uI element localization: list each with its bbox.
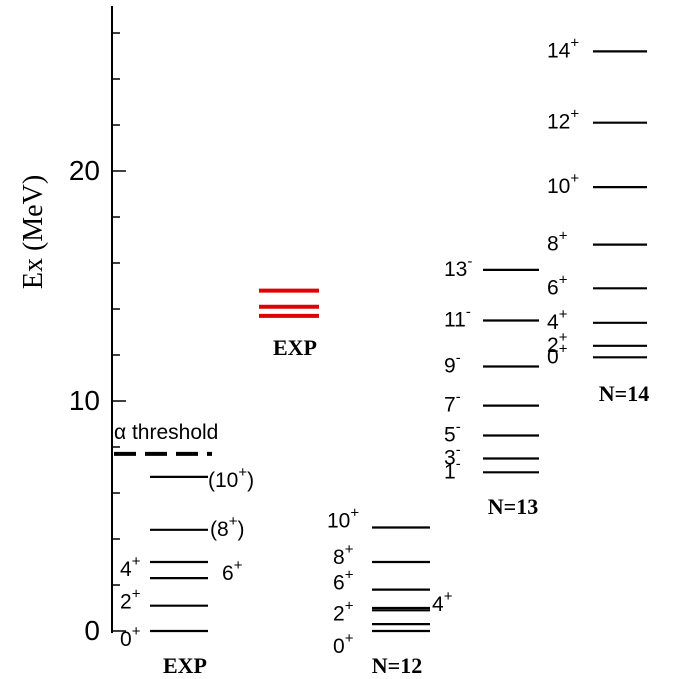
spin-parity-label: 7- <box>444 389 461 417</box>
spin-parity-label: 8+ <box>333 541 354 569</box>
spin-parity-label: 2+ <box>547 329 568 357</box>
spin-parity-label: 4+ <box>547 306 568 334</box>
spin-parity-label: 14+ <box>547 34 579 62</box>
y-tick-label: 20 <box>69 155 100 186</box>
spin-parity-label: (8+) <box>210 513 244 541</box>
column-name-label: EXP <box>273 335 317 360</box>
level-column: 1-3-5-7- 9- 11- 13- N=13 <box>444 253 539 519</box>
y-axis-label: Ex (MeV) <box>18 175 49 289</box>
level-column: 0+ 2+ 4+ 6+ (8+) (10+) EXP <box>120 464 254 678</box>
spin-parity-label: 0+ <box>547 340 568 368</box>
spin-parity-label: 0+ <box>120 623 141 651</box>
level-column: 0+ 2+ 4+ 6+8+ 10+ N=12 <box>327 505 453 679</box>
spin-parity-label: 13- <box>444 253 472 281</box>
column-name-label: N=13 <box>488 494 538 519</box>
spin-parity-label: 6+ <box>333 567 354 595</box>
spin-parity-label: 2+ <box>120 586 141 614</box>
spin-parity-label: 10+ <box>327 505 359 533</box>
spin-parity-label: 3- <box>444 442 461 470</box>
spin-parity-label: (10+) <box>208 464 254 492</box>
spin-parity-label: 0+ <box>333 630 354 658</box>
spin-parity-label: 4+ <box>432 588 453 616</box>
alpha-threshold-label: α threshold <box>114 421 218 444</box>
spin-parity-label: 10+ <box>547 170 579 198</box>
y-tick-label: 10 <box>69 385 100 416</box>
spin-parity-label: 9- <box>444 350 461 378</box>
column-name-label: N=12 <box>372 653 422 678</box>
spin-parity-label: 5- <box>444 419 461 447</box>
level-column: 0+2+4+ 6+ 8+ 10+ 12+ 14+ N=14 <box>547 34 649 406</box>
spin-parity-label: 11- <box>444 304 471 332</box>
alpha-threshold: α threshold <box>114 421 218 456</box>
column-name-label: N=14 <box>599 381 649 406</box>
column-name-label: EXP <box>163 653 207 678</box>
spin-parity-label: 1- <box>444 455 461 483</box>
spin-parity-label: 4+ <box>120 553 141 581</box>
spin-parity-label: 12+ <box>547 106 579 134</box>
spin-parity-label: 6+ <box>222 557 243 585</box>
spin-parity-label: 6+ <box>547 271 568 299</box>
y-axis: 0 10 20 <box>69 6 126 646</box>
y-tick-label: 0 <box>84 615 100 646</box>
spin-parity-label: 2+ <box>333 597 354 625</box>
spin-parity-label: 8+ <box>547 228 568 256</box>
level-column: EXP <box>259 288 319 360</box>
